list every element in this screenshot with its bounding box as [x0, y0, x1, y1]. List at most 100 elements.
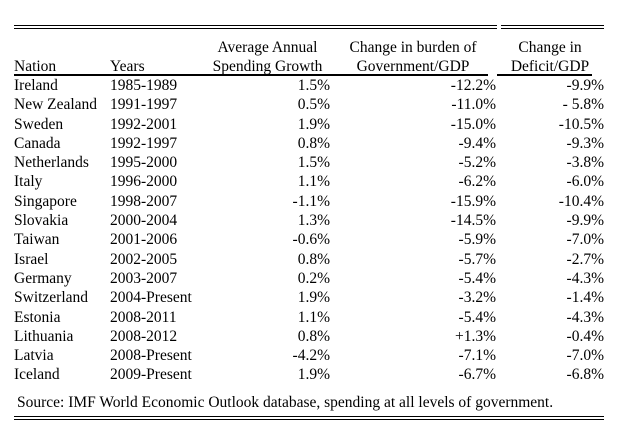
cell-deficit-change: -9.3%	[566, 134, 604, 152]
cell-deficit-change: -6.0%	[566, 173, 604, 191]
cell-years: 2004-Present	[110, 289, 192, 307]
cell-deficit-change: -6.8%	[566, 366, 604, 384]
cell-nation: Netherlands	[14, 154, 89, 172]
header-spacer	[14, 38, 110, 57]
col-header-years: Years	[110, 58, 145, 75]
cell-years: 2002-2005	[110, 250, 178, 268]
table-row: Latvia 2008-Present -4.2% -7.1% -7.0%	[14, 346, 604, 365]
cell-deficit-change: -2.7%	[566, 250, 604, 268]
cell-nation: Switzerland	[14, 289, 89, 307]
cell-spending-growth: 1.9%	[297, 366, 330, 384]
cell-deficit-change: -9.9%	[566, 212, 604, 230]
cell-deficit-change: -4.3%	[566, 269, 604, 287]
cell-spending-growth: 1.1%	[297, 173, 330, 191]
cell-burden-change: -12.2%	[450, 77, 496, 94]
cell-burden-change: -5.9%	[458, 231, 496, 249]
cell-deficit-change: -10.4%	[558, 192, 604, 210]
fiscal-table: Average Annual Change in burden of Chang…	[14, 38, 604, 385]
cell-spending-growth: 0.8%	[297, 327, 330, 345]
cell-deficit-change: -7.0%	[566, 231, 604, 249]
cell-burden-change: -5.2%	[458, 154, 496, 172]
col-header-nation: Nation	[14, 58, 57, 75]
cell-deficit-change: -1.4%	[566, 289, 604, 307]
cell-nation: Slovakia	[14, 212, 69, 230]
table-body: Ireland 1985-1989 1.5% -12.2% -9.9% New Zeala…	[14, 76, 604, 385]
source-note: Source: IMF World Economic Outlook datab…	[17, 394, 554, 411]
cell-spending-growth: 1.5%	[297, 77, 330, 94]
cell-spending-growth: 1.3%	[297, 212, 330, 230]
cell-deficit-change: -10.5%	[558, 115, 604, 133]
cell-spending-growth: 0.8%	[297, 134, 330, 152]
table-row: Taiwan 2001-2006 -0.6% -5.9% -7.0%	[14, 230, 604, 249]
table-row: Singapore 1998-2007 -1.1% -15.9% -10.4%	[14, 192, 604, 211]
top-double-rule-left	[14, 25, 497, 29]
col-header-spending-line1: Average Annual	[217, 39, 318, 56]
cell-spending-growth: 1.1%	[297, 308, 330, 326]
cell-nation: Latvia	[14, 347, 54, 365]
cell-spending-growth: 0.8%	[297, 250, 330, 268]
cell-nation: Iceland	[14, 366, 60, 384]
cell-nation: Germany	[14, 269, 72, 287]
header-row-1: Average Annual Change in burden of Chang…	[14, 38, 604, 57]
col-header-burden-line2: Government/GDP	[356, 58, 470, 75]
cell-nation: Israel	[14, 250, 49, 268]
cell-years: 1995-2000	[110, 154, 178, 172]
cell-burden-change: -11.0%	[451, 96, 496, 114]
cell-burden-change: -5.4%	[458, 308, 496, 326]
cell-burden-change: -9.4%	[458, 134, 496, 152]
cell-years: 2001-2006	[110, 231, 178, 249]
cell-deficit-change: -4.3%	[566, 308, 604, 326]
table-row: Ireland 1985-1989 1.5% -12.2% -9.9%	[14, 76, 604, 95]
cell-nation: Sweden	[14, 115, 64, 133]
table-row: Iceland 2009-Present 1.9% -6.7% -6.8%	[14, 365, 604, 384]
cell-deficit-change: -0.4%	[566, 327, 604, 345]
cell-spending-growth: 0.2%	[297, 269, 330, 287]
table-row: Switzerland 2004-Present 1.9% -3.2% -1.4%	[14, 288, 604, 307]
cell-years: 2008-2011	[110, 308, 177, 326]
cell-deficit-change: -9.9%	[566, 77, 604, 94]
cell-nation: Italy	[14, 173, 43, 191]
cell-burden-change: +1.3%	[454, 327, 496, 345]
cell-years: 2008-Present	[110, 347, 192, 365]
cell-years: 2000-2004	[110, 212, 178, 230]
table-row: Netherlands 1995-2000 1.5% -5.2% -3.8%	[14, 153, 604, 172]
cell-nation: Estonia	[14, 308, 61, 326]
cell-nation: Canada	[14, 134, 61, 152]
cell-years: 1992-2001	[110, 115, 178, 133]
cell-spending-growth: 1.9%	[297, 115, 330, 133]
table-row: Canada 1992-1997 0.8% -9.4% -9.3%	[14, 134, 604, 153]
col-header-deficit-line2: Deficit/GDP	[510, 58, 590, 75]
cell-burden-change: -6.7%	[458, 366, 496, 384]
header-underline-left	[14, 74, 488, 76]
cell-burden-change: -7.1%	[458, 347, 496, 365]
table-row: Slovakia 2000-2004 1.3% -14.5% -9.9%	[14, 211, 604, 230]
cell-years: 1996-2000	[110, 173, 178, 191]
bottom-double-rule	[14, 416, 604, 420]
cell-years: 2008-2012	[110, 327, 178, 345]
header-spacer	[110, 38, 205, 57]
table-row: New Zealand 1991-1997 0.5% -11.0% - 5.8%	[14, 95, 604, 114]
cell-burden-change: -3.2%	[458, 289, 496, 307]
top-double-rule-right	[501, 25, 604, 29]
cell-years: 1992-1997	[110, 134, 178, 152]
table-row: Italy 1996-2000 1.1% -6.2% -6.0%	[14, 172, 604, 191]
table-row: Israel 2002-2005 0.8% -5.7% -2.7%	[14, 250, 604, 269]
cell-burden-change: -5.7%	[458, 250, 496, 268]
cell-burden-change: -6.2%	[458, 173, 496, 191]
table-row: Lithuania 2008-2012 0.8% +1.3% -0.4%	[14, 327, 604, 346]
col-header-spending-line2: Spending Growth	[212, 58, 323, 75]
table-row: Estonia 2008-2011 1.1% -5.4% -4.3%	[14, 308, 604, 327]
cell-nation: Ireland	[14, 77, 58, 94]
cell-burden-change: -5.4%	[458, 269, 496, 287]
cell-years: 1991-1997	[110, 96, 178, 114]
col-header-burden-line1: Change in burden of	[349, 39, 477, 56]
cell-spending-growth: -1.1%	[292, 192, 330, 210]
cell-deficit-change: - 5.8%	[562, 96, 604, 114]
header-row-2: Nation Years Spending Growth Government/…	[14, 57, 604, 76]
cell-burden-change: -14.5%	[450, 212, 496, 230]
cell-years: 1985-1989	[110, 77, 178, 94]
cell-spending-growth: -0.6%	[292, 231, 330, 249]
cell-years: 2009-Present	[110, 366, 192, 384]
cell-years: 2003-2007	[110, 269, 178, 287]
